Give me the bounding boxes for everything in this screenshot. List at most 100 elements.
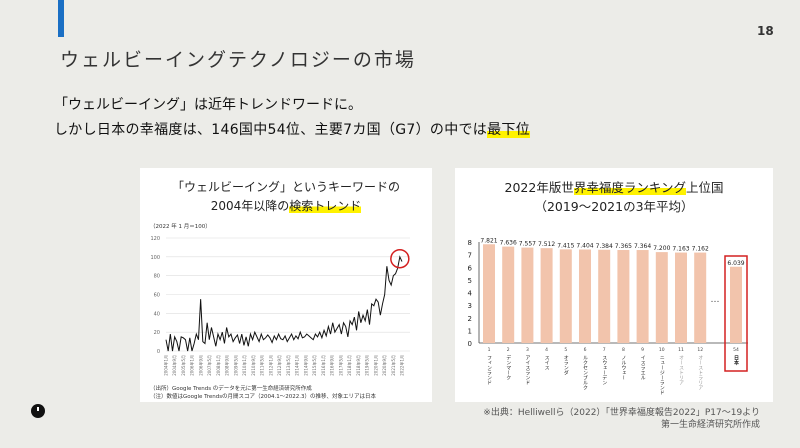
y-tick-label: 4 <box>468 290 473 298</box>
x-tick-label: 2010年1月 <box>241 355 247 376</box>
x-tick-label: 2022年1月 <box>399 355 405 376</box>
x-tick-label: 2013年5月 <box>285 355 291 376</box>
country-label: イスラエル <box>640 355 646 380</box>
country-label: オーストラリア <box>697 355 703 390</box>
country-label: スイス <box>544 355 550 370</box>
rank-label: 9 <box>641 347 644 353</box>
rank-label: 3 <box>526 347 529 353</box>
bar <box>730 266 742 343</box>
country-label: ニュージーランド <box>659 355 665 395</box>
bar <box>483 244 495 343</box>
country-label: オランダ <box>563 355 569 376</box>
bar <box>579 249 591 343</box>
body-line-2: しかし日本の幸福度は、146国中54位、主要7カ国（G7）の中では最下位 <box>54 119 531 139</box>
rank-label: 5 <box>564 347 567 353</box>
page-title: ウェルビーイングテクノロジーの市場 <box>60 49 416 71</box>
source-citation-line2: 第一生命経済研究所作成 <box>660 420 760 430</box>
y-tick-label: 8 <box>468 239 472 247</box>
x-tick-label: 2009年5月 <box>232 355 238 376</box>
x-tick-label: 2010年9月 <box>250 355 256 376</box>
rank-label: 2 <box>507 347 510 353</box>
country-label: ルクセンブルク <box>582 355 588 390</box>
y-tick-label: 7 <box>468 252 472 260</box>
right-chart-title: 2022年版世界幸福度ランキング上位国 （2019～2021の3年平均） <box>455 178 773 216</box>
y-tick-label: 6 <box>468 264 473 272</box>
value-label: 7.415 <box>557 242 574 249</box>
unit-note: （2022 年 1 月＝100） <box>150 224 211 230</box>
x-tick-label: 2008年9月 <box>224 355 230 376</box>
highlight-circle <box>390 248 410 269</box>
source-citation-line1: ※出典：Helliwellら（2022）「世界幸福度報告2022」P17～19よ… <box>483 408 760 418</box>
right-title-suffix: 上位国 <box>685 180 724 195</box>
rank-label: 11 <box>678 347 684 353</box>
search-trend-panel: 「ウェルビーイング」というキーワードの 2004年以降の検索トレンド （2022… <box>140 168 432 402</box>
y-tick-label: 60 <box>154 293 160 299</box>
bar <box>598 249 611 343</box>
x-tick-label: 2004年1月 <box>163 355 169 376</box>
value-label: 7.364 <box>634 243 651 250</box>
country-label: デンマーク <box>505 354 511 380</box>
country-label: 日本 <box>733 354 740 366</box>
bar <box>521 247 534 343</box>
value-label: 7.512 <box>538 241 555 248</box>
bar <box>540 248 553 343</box>
x-tick-label: 2012年1月 <box>267 355 273 376</box>
page-number: 18 <box>757 24 774 38</box>
rank-label: 10 <box>659 347 665 353</box>
x-tick-label: 2019年5月 <box>364 355 370 376</box>
bar <box>559 249 572 343</box>
country-label: フィンランド <box>486 355 492 385</box>
bar <box>617 250 630 343</box>
country-label: ノルウェー <box>620 355 626 380</box>
highlight-last-place: 最下位 <box>487 122 531 138</box>
x-tick-label: 2015年5月 <box>311 355 317 376</box>
bar <box>502 246 515 343</box>
y-tick-label: 5 <box>468 277 472 285</box>
source-citation: ※出典：Helliwellら（2022）「世界幸福度報告2022」P17～19よ… <box>483 407 760 431</box>
rank-label: 12 <box>697 347 703 353</box>
left-chart-title-line1: 「ウェルビーイング」というキーワードの <box>171 180 400 194</box>
value-label: 7.163 <box>672 246 689 253</box>
body-line-1: 「ウェルビーイング」は近年トレンドワードに。 <box>54 97 362 113</box>
bar <box>694 252 707 343</box>
rank-label: 7 <box>603 347 606 353</box>
right-chart-title-line1: 2022年版世界幸福度ランキング上位国 <box>455 178 773 197</box>
value-label: 7.365 <box>615 243 632 250</box>
ellipsis: … <box>711 295 720 305</box>
x-tick-label: 2012年9月 <box>276 355 282 376</box>
x-tick-label: 2020年1月 <box>372 355 378 376</box>
right-title-prefix: 2022年版世 <box>504 180 574 195</box>
data-note: （注）数値はGoogle Trendsの月間スコア（2004.1～2022.3）… <box>150 394 377 400</box>
x-tick-label: 2018年9月 <box>355 355 361 376</box>
x-tick-label: 2016年9月 <box>329 355 335 376</box>
rank-label: 4 <box>545 347 548 353</box>
y-tick-label: 100 <box>150 255 160 261</box>
x-tick-label: 2011年5月 <box>259 355 265 376</box>
x-tick-label: 2006年9月 <box>197 355 203 376</box>
value-label: 7.162 <box>692 246 709 253</box>
y-tick-label: 40 <box>154 311 160 317</box>
trend-line <box>165 255 403 352</box>
left-title-prefix: 2004年以降の <box>210 199 290 213</box>
x-tick-label: 2020年9月 <box>381 355 387 376</box>
country-label: スウェーデン <box>601 355 607 385</box>
bar <box>675 252 687 343</box>
x-tick-label: 2016年1月 <box>320 355 326 376</box>
x-tick-label: 2014年9月 <box>302 355 308 376</box>
source-note: （出所）Google Trends のデータを元に第一生命経済研究所作成 <box>150 386 312 392</box>
left-title-highlight: 検索トレンド <box>289 199 362 213</box>
value-label: 7.200 <box>653 245 670 252</box>
x-tick-label: 2004年9月 <box>171 355 177 376</box>
y-tick-label: 0 <box>157 349 160 355</box>
x-tick-label: 2021年5月 <box>390 355 396 376</box>
y-tick-label: 120 <box>150 236 160 242</box>
x-tick-label: 2017年5月 <box>337 355 343 376</box>
value-label: 7.821 <box>480 237 497 244</box>
bar <box>636 250 649 343</box>
value-label: 7.384 <box>596 243 613 250</box>
rank-label: 8 <box>622 347 625 353</box>
x-tick-label: 2008年1月 <box>215 355 221 376</box>
y-tick-label: 1 <box>468 327 472 335</box>
